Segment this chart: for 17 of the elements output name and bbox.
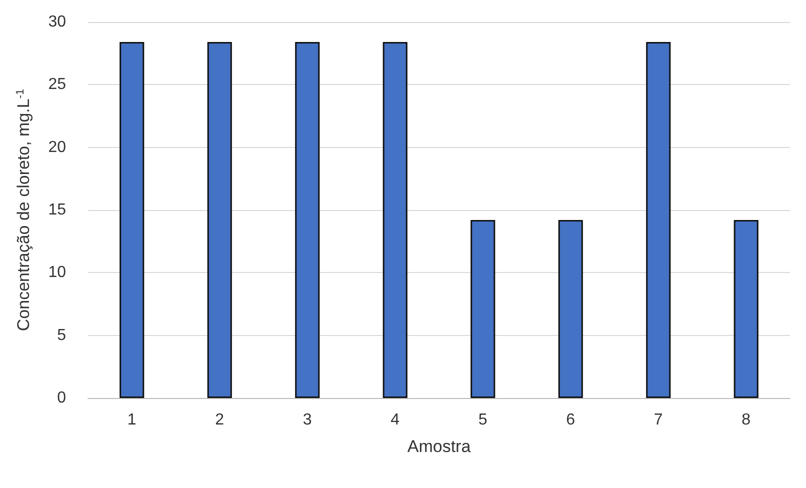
y-tick-label: 10 [48,264,66,282]
y-tick-label: 15 [48,202,66,218]
x-tick-label: 5 [478,412,488,428]
x-tick-label: 6 [566,412,576,428]
x-tick-label: 1 [127,412,136,428]
x-tick-label: 3 [302,412,312,428]
x-tick-label: 8 [742,412,751,428]
y-tick-label: 5 [57,326,66,344]
y-tick-label: 20 [48,138,66,156]
x-tick-label: 7 [654,412,663,428]
y-tick-label: 30 [48,14,66,30]
y-axis-title: Concentração de cloreto, mg.L-1 [14,88,33,332]
y-tick-label: 25 [48,76,66,94]
x-axis-title: Amostra [407,437,472,456]
y-tick-label: 0 [57,390,66,406]
x-tick-label: 2 [215,412,224,428]
x-tick-label: 4 [390,412,400,428]
